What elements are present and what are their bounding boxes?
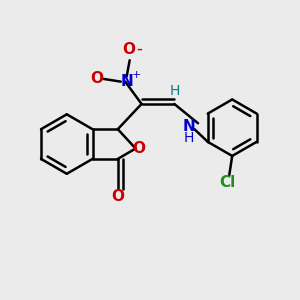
Text: O: O [133,141,146,156]
Text: O: O [111,190,124,205]
Text: Cl: Cl [220,175,236,190]
Text: O: O [123,42,136,57]
Text: N: N [183,119,196,134]
Text: H: H [170,84,180,98]
Text: -: - [136,39,142,57]
Text: N: N [120,74,133,89]
Text: +: + [132,70,141,80]
Text: H: H [184,130,194,145]
Text: O: O [91,70,103,86]
